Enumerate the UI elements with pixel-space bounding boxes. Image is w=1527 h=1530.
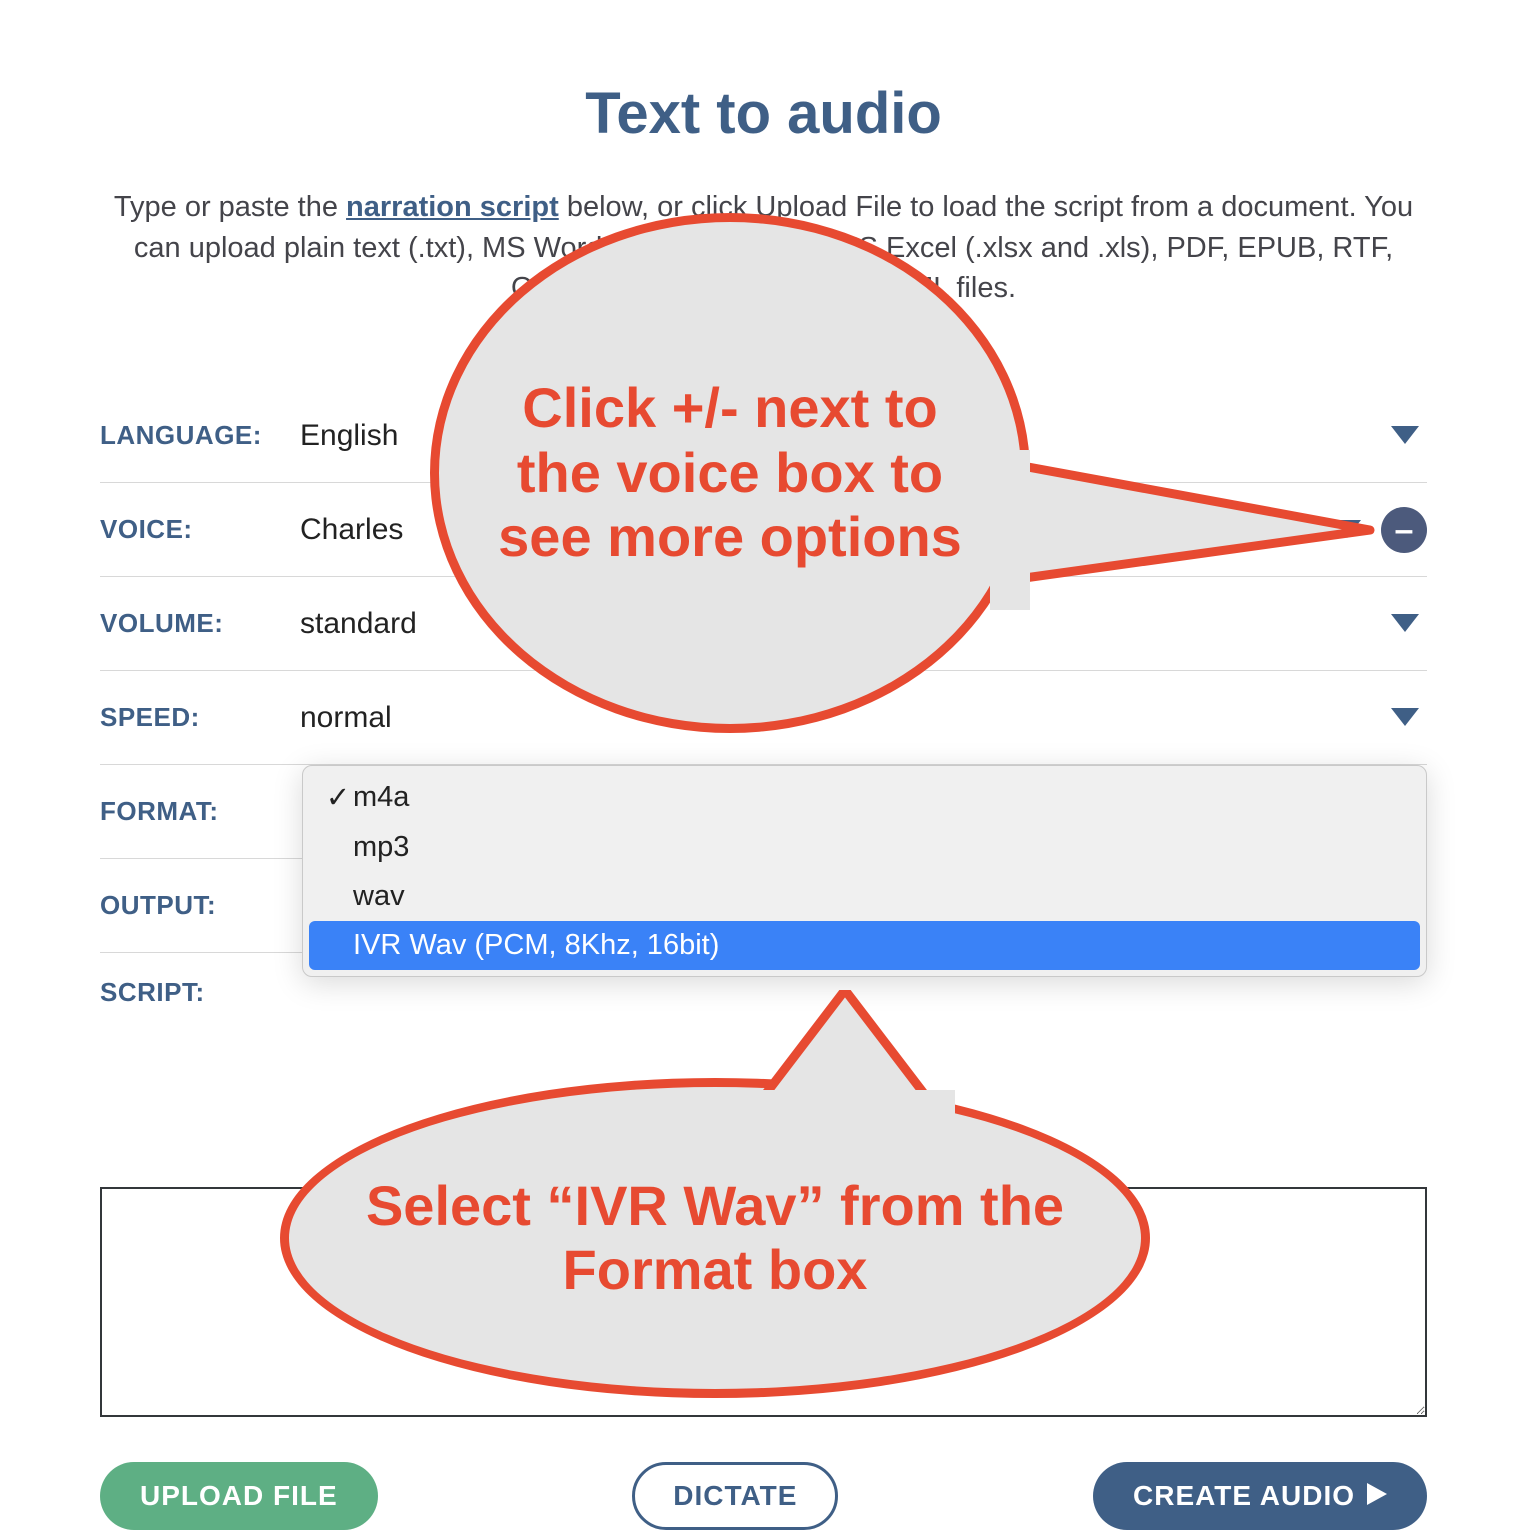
page-title: Text to audio (100, 80, 1427, 147)
caret-down-icon (1391, 614, 1419, 634)
page-root: Text to audio Type or paste the narratio… (0, 0, 1527, 1528)
format-option-label: m4a (353, 781, 409, 814)
label-format: FORMAT: (100, 796, 300, 827)
format-option[interactable]: ✓m4a (309, 772, 1420, 823)
upload-file-button[interactable]: UPLOAD FILE (100, 1462, 378, 1530)
callout-voice-options: Click +/- next to the voice box to see m… (430, 213, 1030, 733)
callout-format-text: Select “IVR Wav” from the Format box (280, 1078, 1150, 1398)
label-voice: VOICE: (100, 514, 300, 545)
label-output: OUTPUT: (100, 890, 300, 921)
label-speed: SPEED: (100, 702, 300, 733)
dictate-button[interactable]: DICTATE (632, 1462, 838, 1530)
play-icon (1367, 1480, 1387, 1512)
label-script: SCRIPT: (100, 977, 300, 1177)
callout-format-select: Select “IVR Wav” from the Format box (280, 1078, 1150, 1398)
callout-format-tail (735, 990, 955, 1120)
button-row: UPLOAD FILE DICTATE CREATE AUDIO (100, 1462, 1427, 1530)
format-option[interactable]: wav (309, 872, 1420, 921)
caret-down-icon (1391, 708, 1419, 728)
format-option[interactable]: mp3 (309, 823, 1420, 872)
label-language: LANGUAGE: (100, 420, 300, 451)
format-option[interactable]: IVR Wav (PCM, 8Khz, 16bit) (309, 921, 1420, 970)
caret-down-icon (1391, 426, 1419, 446)
format-option-label: IVR Wav (PCM, 8Khz, 16bit) (353, 929, 719, 962)
check-icon: ✓ (323, 780, 353, 815)
format-option-label: wav (353, 880, 405, 913)
label-volume: VOLUME: (100, 608, 300, 639)
intro-prefix: Type or paste the (114, 191, 346, 223)
create-audio-label: CREATE AUDIO (1133, 1480, 1355, 1512)
create-audio-button[interactable]: CREATE AUDIO (1093, 1462, 1427, 1530)
callout-voice-text: Click +/- next to the voice box to see m… (430, 213, 1030, 733)
format-option-label: mp3 (353, 831, 409, 864)
row-format: FORMAT: m4a ✓m4amp3wavIVR Wav (PCM, 8Khz… (100, 765, 1427, 859)
callout-voice-tail (990, 450, 1410, 610)
format-dropdown: ✓m4a mp3 wav IVR Wav (PCM, 8Khz, 16bit) (302, 765, 1427, 977)
